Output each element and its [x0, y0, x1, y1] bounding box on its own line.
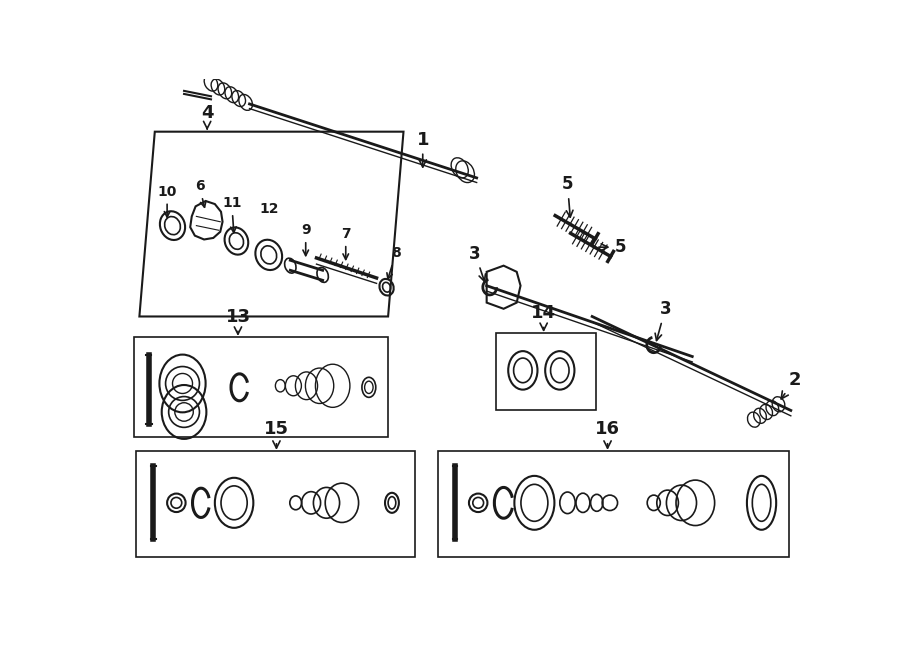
Text: 12: 12	[259, 202, 278, 215]
Text: 9: 9	[301, 223, 310, 256]
Text: 2: 2	[781, 371, 801, 399]
Text: 3: 3	[655, 300, 671, 340]
Text: 5: 5	[598, 238, 626, 256]
Text: 15: 15	[264, 420, 289, 448]
Bar	[136, 451, 415, 557]
Bar	[134, 337, 388, 438]
Text: 11: 11	[222, 196, 241, 233]
Bar	[438, 451, 788, 557]
Text: 1: 1	[417, 131, 429, 167]
Bar	[496, 333, 596, 410]
Text: 4: 4	[201, 104, 213, 129]
Text: 16: 16	[595, 420, 620, 448]
Text: 7: 7	[341, 227, 351, 260]
Text: 5: 5	[562, 175, 573, 217]
Text: 6: 6	[194, 179, 206, 208]
Text: 13: 13	[225, 308, 250, 334]
Text: 8: 8	[387, 247, 400, 279]
Text: 14: 14	[531, 304, 556, 330]
Text: 3: 3	[469, 245, 485, 282]
Text: 10: 10	[158, 184, 176, 217]
